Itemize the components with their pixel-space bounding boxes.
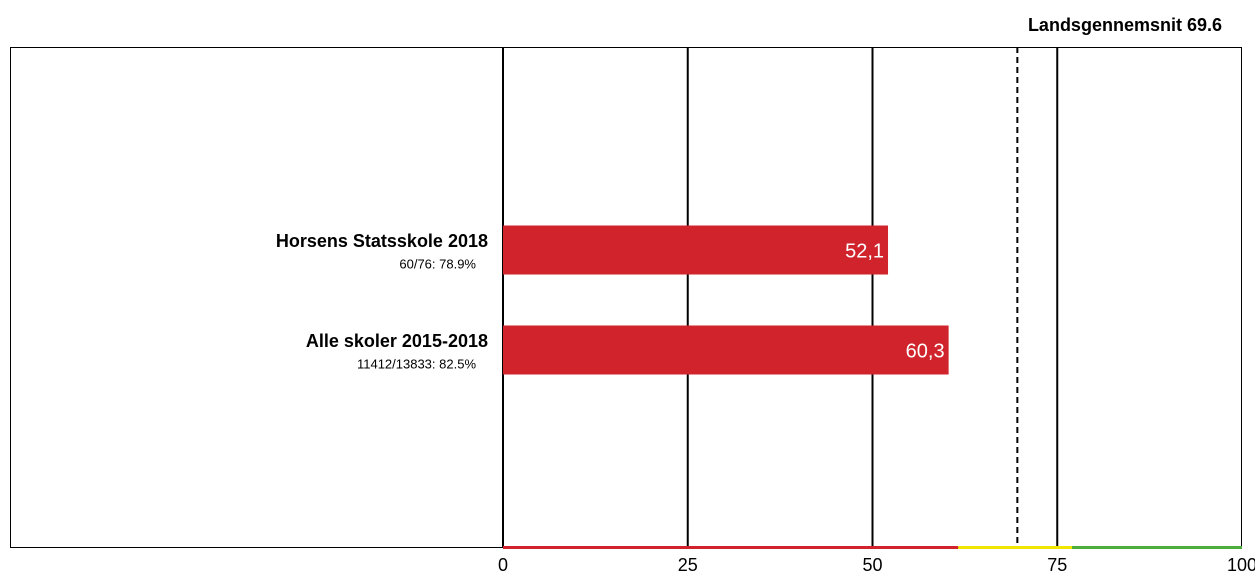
x-tick-label: 75 — [1047, 555, 1067, 575]
category-label: Horsens Statsskole 2018 — [276, 231, 488, 251]
axis-band — [958, 546, 1073, 549]
x-tick-label: 50 — [862, 555, 882, 575]
x-tick-label: 25 — [678, 555, 698, 575]
value-label: 60,3 — [906, 340, 945, 362]
x-tick-label: 100 — [1227, 555, 1255, 575]
value-label: 52,1 — [845, 240, 884, 262]
axis-band — [1072, 546, 1242, 549]
reference-label: Landsgennemsnit 69.6 — [1028, 15, 1222, 35]
bar — [503, 225, 889, 275]
category-note: 60/76: 78.9% — [399, 256, 476, 271]
category-label: Alle skoler 2015-2018 — [306, 331, 488, 351]
category-note: 11412/13833: 82.5% — [357, 356, 476, 371]
x-tick-label: 0 — [498, 555, 508, 575]
axis-band — [503, 546, 959, 549]
bar — [503, 325, 949, 375]
